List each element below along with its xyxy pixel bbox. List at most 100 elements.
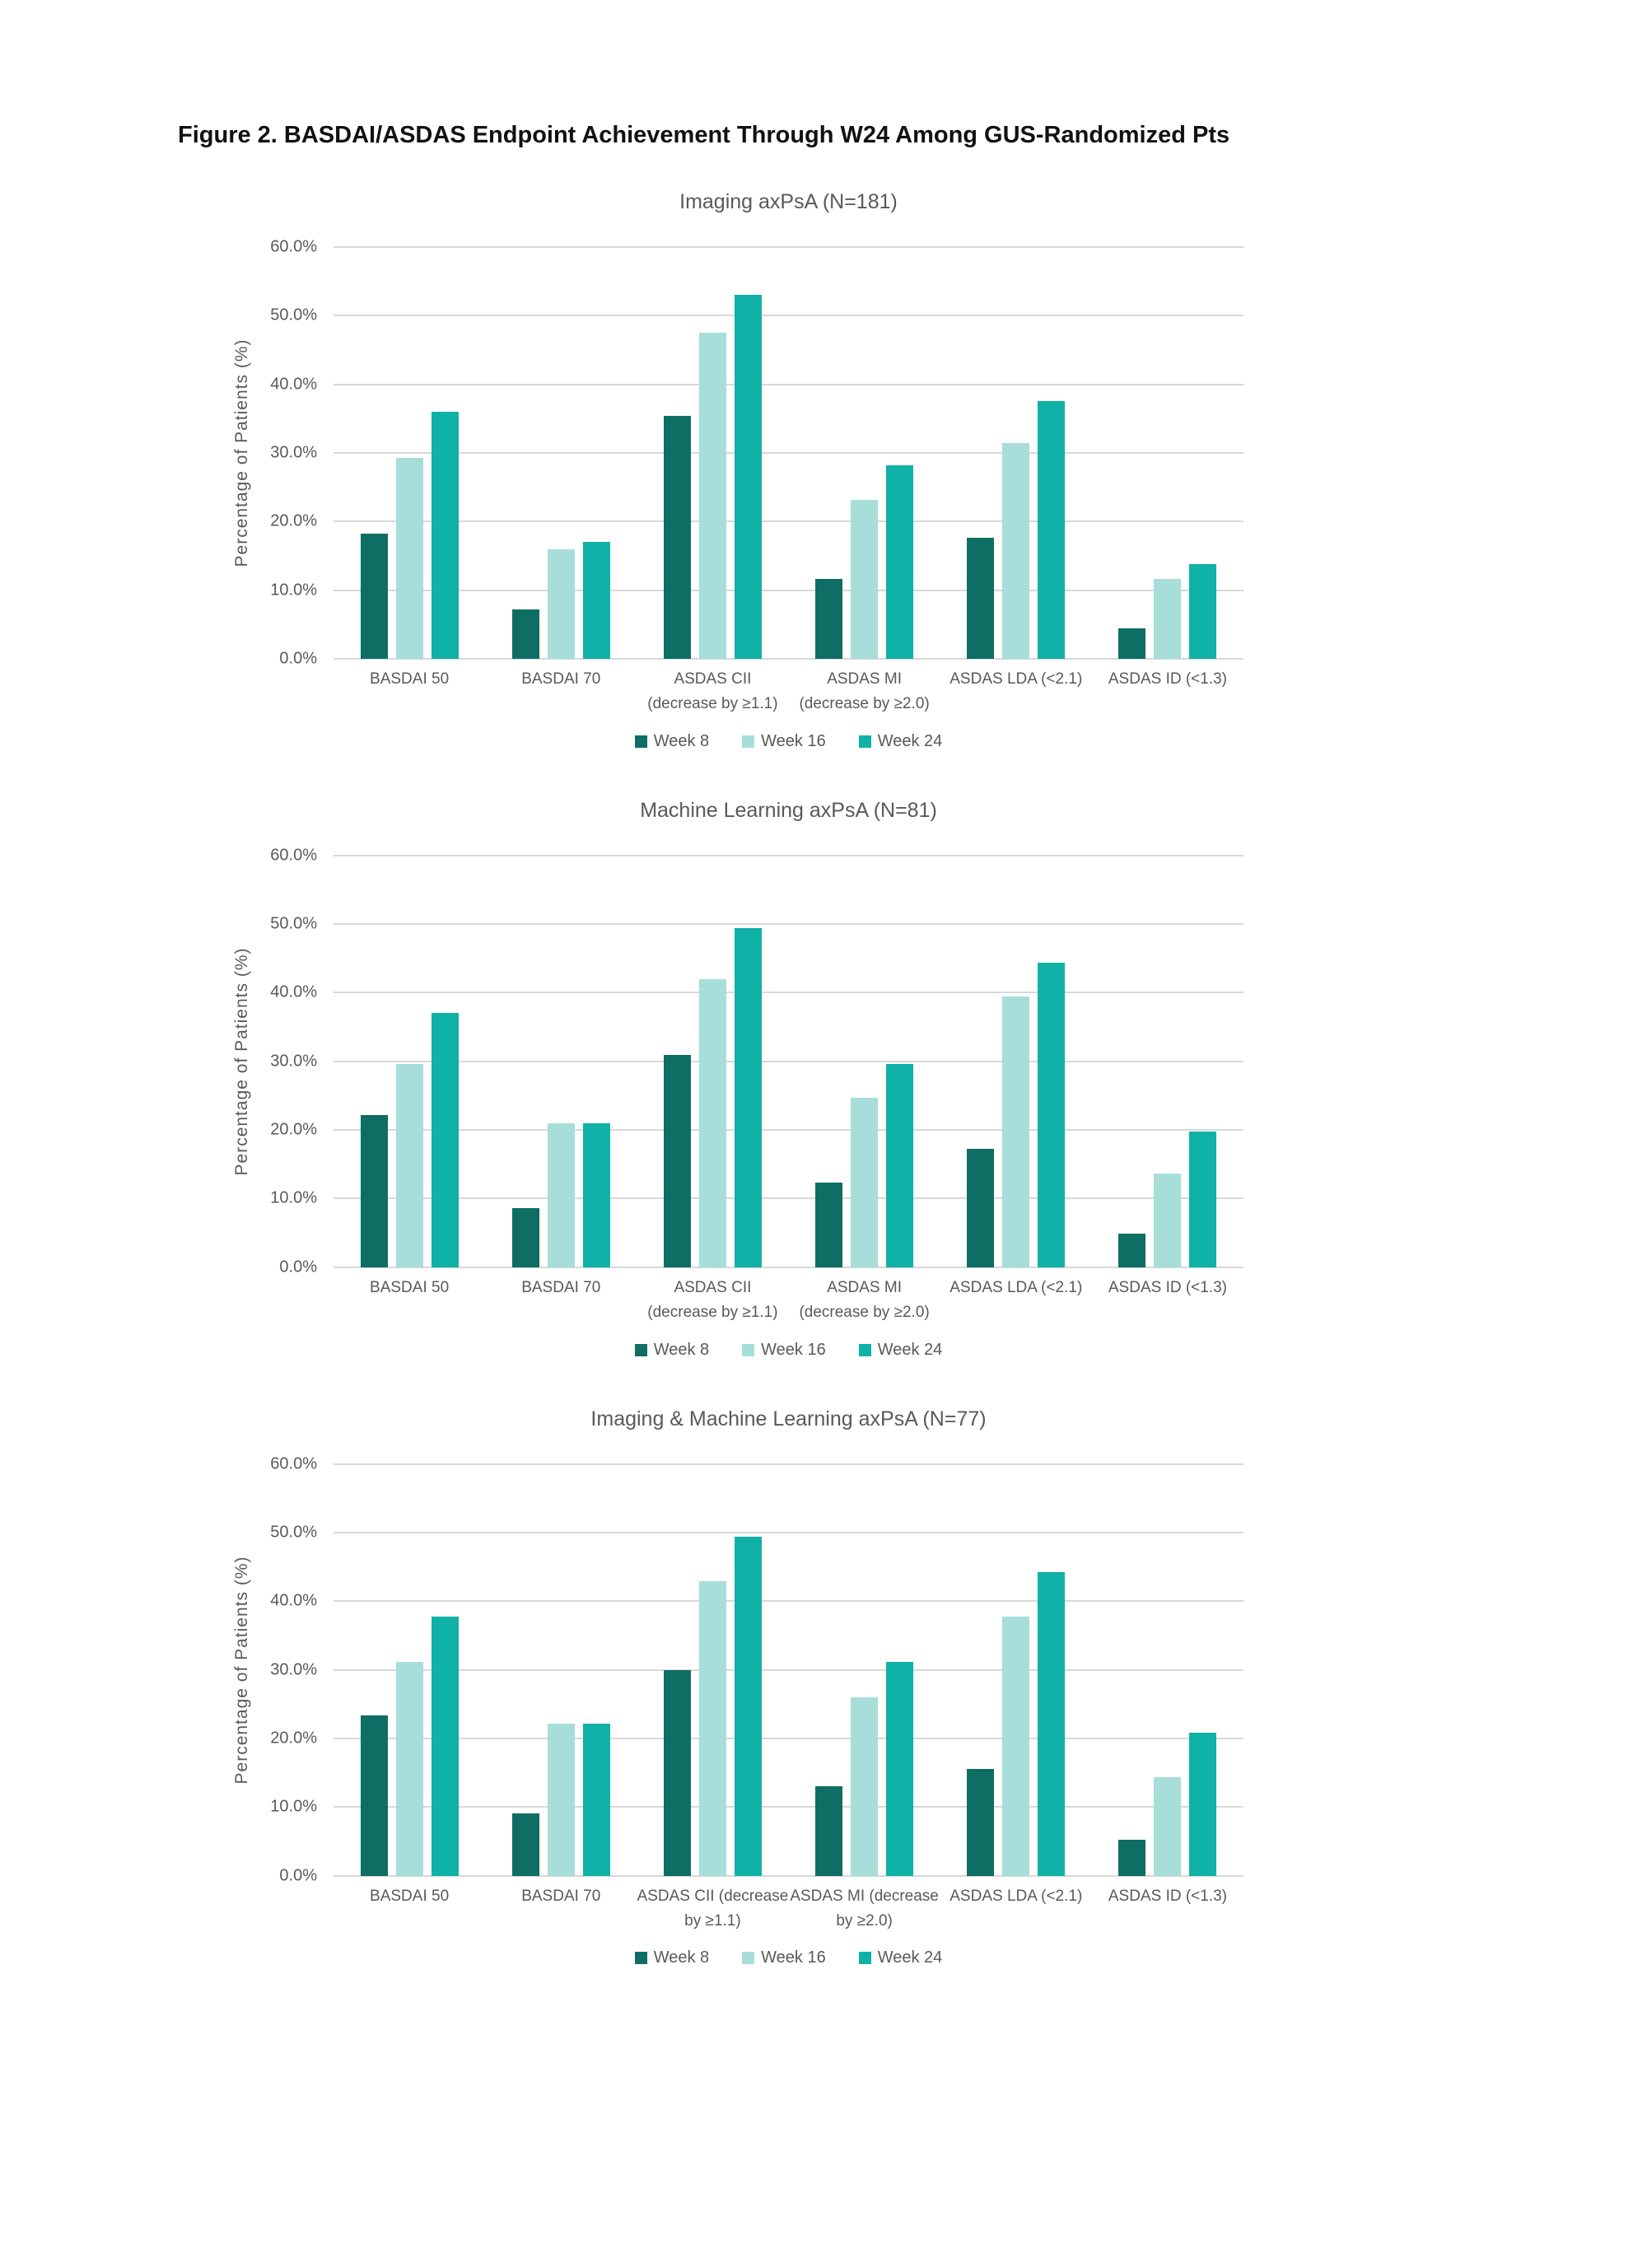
- gridline: [334, 246, 1243, 248]
- y-tick-label: 60.0%: [270, 1454, 317, 1473]
- x-tick-label-line: ASDAS ID (<1.3): [1108, 670, 1228, 688]
- legend-item: Week 8: [634, 731, 710, 751]
- x-axis-labels: BASDAI 50 BASDAI 70 ASDAS CII (decrease by …: [334, 667, 1243, 717]
- bar-group: [637, 856, 788, 1267]
- y-tick-label: 10.0%: [270, 581, 317, 600]
- y-tick-label: 10.0%: [270, 1797, 317, 1816]
- legend: Week 8 Week 16 Week 24: [334, 1948, 1243, 1967]
- bar-week16: [1002, 442, 1030, 659]
- y-tick-label: 20.0%: [270, 1120, 317, 1139]
- gridline: [334, 658, 1243, 660]
- bar-week24: [1038, 1572, 1066, 1876]
- x-tick-label-line: ASDAS LDA (<2.1): [949, 1278, 1083, 1296]
- y-tick-label: 20.0%: [270, 511, 317, 530]
- x-tick-label-line: ASDAS MI: [827, 1278, 902, 1296]
- x-tick-label: ASDAS MI (decrease by ≥2.0): [789, 667, 940, 717]
- y-axis-label: Percentage of Patients (%): [232, 947, 251, 1176]
- bar-week16: [547, 1122, 575, 1267]
- bar-week8: [663, 1055, 691, 1267]
- bar-week24: [1038, 962, 1066, 1267]
- y-axis-label: Percentage of Patients (%): [232, 1556, 251, 1785]
- bar-week8: [663, 1670, 691, 1876]
- bar-week24: [886, 1661, 914, 1876]
- y-tick-label: 40.0%: [270, 375, 317, 394]
- bar-group: [789, 1464, 940, 1876]
- legend-label: Week 16: [761, 1948, 826, 1967]
- legend-swatch: [858, 735, 871, 748]
- x-axis-labels: BASDAI 50 BASDAI 70 ASDAS CII (decrease by …: [334, 1884, 1243, 1934]
- bar-group: [637, 247, 788, 659]
- bar-group: [1092, 1464, 1243, 1876]
- bar-groups: [334, 1464, 1243, 1876]
- x-tick-label-line: (decrease by ≥1.1): [647, 1304, 778, 1322]
- x-tick-label-line: BASDAI 50: [370, 670, 450, 688]
- plot-area: [334, 1463, 1243, 1877]
- legend-item: Week 8: [634, 1340, 710, 1360]
- bar-week16: [851, 1696, 879, 1876]
- bar-group: [334, 247, 485, 659]
- bar-week24: [1189, 1131, 1217, 1267]
- bar-groups: [334, 856, 1243, 1267]
- y-tick-label: 0.0%: [279, 649, 317, 668]
- bar-week8: [511, 609, 539, 659]
- x-tick-label: ASDAS CII (decrease by ≥1.1): [637, 1276, 788, 1326]
- bar-week24: [1038, 400, 1066, 659]
- chart-machine-learning-axpsa: Machine Learning axPsA (N=81) Percentage…: [214, 799, 1252, 1360]
- legend-label: Week 8: [653, 1340, 710, 1359]
- x-tick-label-line: BASDAI 70: [521, 670, 601, 688]
- x-tick-label-line: ASDAS ID (<1.3): [1108, 1278, 1228, 1296]
- legend-label: Week 16: [761, 731, 826, 750]
- legend: Week 8 Week 16 Week 24: [334, 1341, 1243, 1360]
- y-tick-label: 20.0%: [270, 1729, 317, 1748]
- x-tick-label: ASDAS CII (decrease by ≥1.1): [637, 1884, 789, 1934]
- y-tick-label: 30.0%: [270, 1052, 317, 1071]
- bar-week24: [431, 1617, 459, 1876]
- y-tick-label: 60.0%: [270, 846, 317, 865]
- y-tick-label: 40.0%: [270, 982, 317, 1001]
- bar-week16: [851, 1097, 879, 1267]
- x-tick-label-line: ASDAS MI (decrease: [790, 1887, 939, 1905]
- legend-swatch: [634, 1343, 647, 1356]
- bar-week24: [582, 1724, 610, 1876]
- bar-groups: [334, 247, 1243, 659]
- x-tick-label: BASDAI 70: [485, 1884, 637, 1934]
- gridline: [334, 1129, 1243, 1132]
- chart-title: Machine Learning axPsA (N=81): [640, 798, 937, 822]
- gridline: [334, 992, 1243, 994]
- gridline: [334, 923, 1243, 926]
- bar-group: [1092, 247, 1243, 659]
- bar-week24: [582, 541, 610, 659]
- gridline: [334, 383, 1243, 385]
- legend-label: Week 8: [653, 731, 710, 750]
- plot-area: [334, 854, 1243, 1268]
- bar-week8: [967, 537, 995, 659]
- bar-week8: [815, 579, 843, 659]
- bar-week16: [851, 499, 879, 659]
- bar-week8: [360, 1715, 388, 1876]
- y-tick-label: 50.0%: [270, 306, 317, 324]
- x-tick-label-line: by ≥2.0): [836, 1911, 893, 1930]
- bar-group: [940, 856, 1092, 1267]
- gridline: [334, 1060, 1243, 1062]
- x-tick-label-line: ASDAS CII: [674, 1278, 752, 1296]
- bar-week16: [1002, 1617, 1030, 1876]
- legend-label: Week 24: [877, 731, 943, 750]
- x-tick-label: ASDAS LDA (<2.1): [940, 1276, 1092, 1326]
- chart-canvas: Percentage of Patients (%) 60.0% 50.0% 40.0…: [214, 1454, 1252, 1968]
- legend: Week 8 Week 16 Week 24: [334, 732, 1243, 751]
- bar-week24: [431, 412, 459, 659]
- legend-swatch: [742, 1343, 755, 1356]
- legend-label: Week 8: [653, 1948, 710, 1967]
- bar-group: [940, 1464, 1092, 1876]
- figure-title: Figure 2. BASDAI/ASDAS Endpoint Achievem…: [178, 122, 1230, 148]
- bar-week16: [547, 548, 575, 659]
- bar-week8: [967, 1148, 995, 1267]
- y-tick-label: 30.0%: [270, 1660, 317, 1679]
- bar-week16: [395, 1064, 423, 1267]
- bar-week24: [582, 1122, 610, 1267]
- legend-item: Week 8: [634, 1948, 710, 1967]
- bar-week16: [1002, 996, 1030, 1267]
- bar-week16: [1154, 1174, 1182, 1267]
- bar-week24: [734, 295, 762, 659]
- bar-group: [485, 856, 637, 1267]
